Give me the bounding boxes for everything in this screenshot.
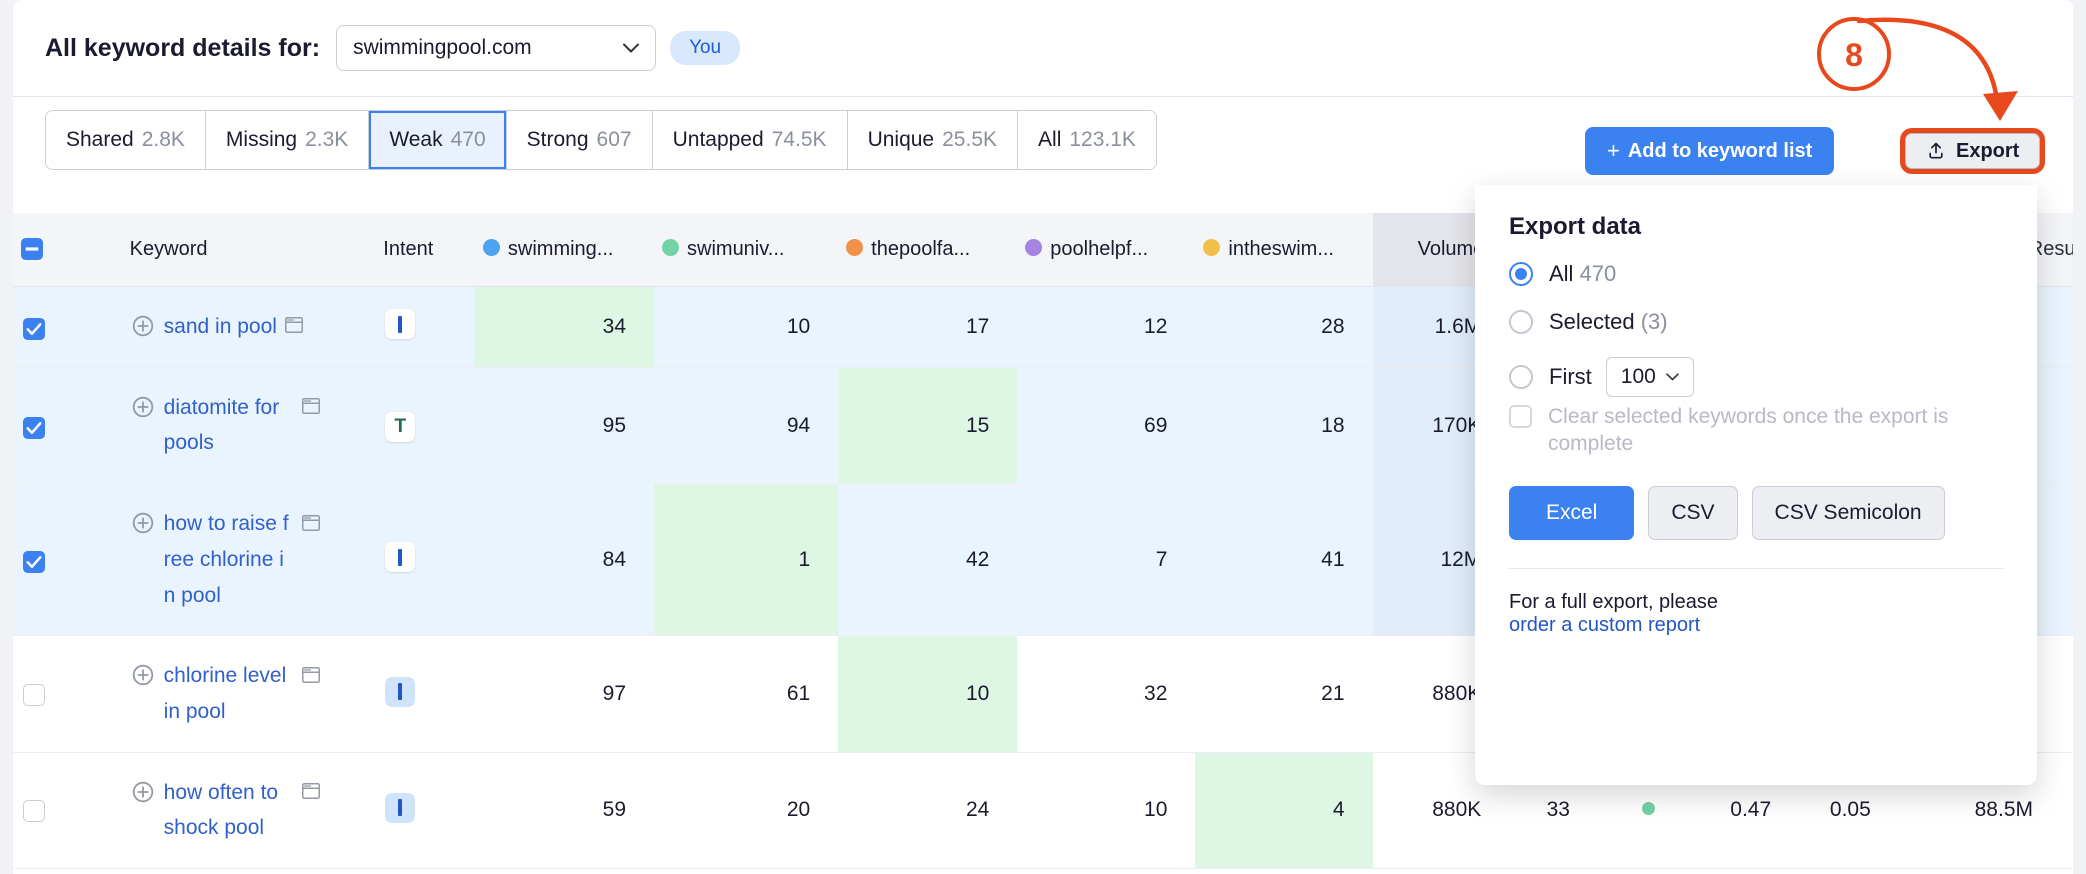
- svg-text:8: 8: [1845, 37, 1863, 73]
